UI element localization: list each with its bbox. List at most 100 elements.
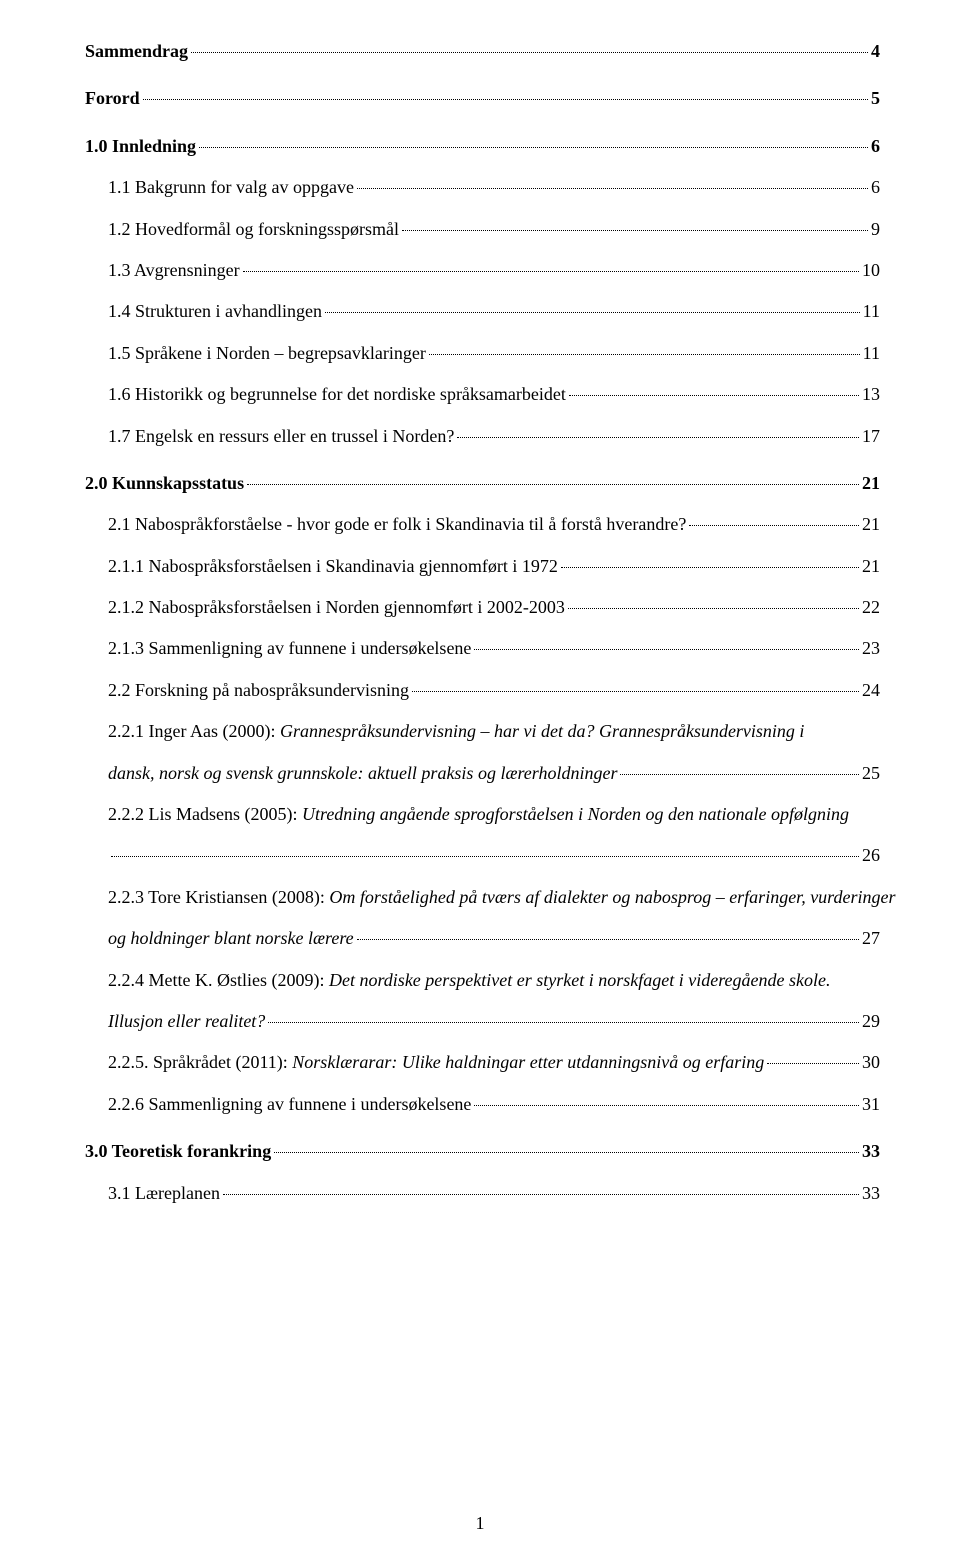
toc-leader bbox=[429, 354, 860, 355]
toc-line: 2.2.3 Tore Kristiansen (2008): Om forstå… bbox=[108, 886, 880, 909]
toc-page-number: 13 bbox=[862, 383, 880, 406]
toc-entry: 2.0 Kunnskapsstatus 21 bbox=[85, 472, 880, 495]
toc-page-number: 31 bbox=[862, 1093, 880, 1116]
toc-page-number: 30 bbox=[862, 1051, 880, 1074]
toc-page-number: 21 bbox=[862, 472, 880, 495]
toc-entry: 1.1 Bakgrunn for valg av oppgave 6 bbox=[85, 176, 880, 199]
toc-label: 2.2.5. Språkrådet (2011): Norsklærarar: … bbox=[108, 1051, 764, 1074]
toc-leader bbox=[143, 99, 868, 100]
toc-line: 2.2.2 Lis Madsens (2005): Utredning angå… bbox=[108, 803, 880, 826]
toc-entry: 2.1.2 Nabospråksforståelsen i Norden gje… bbox=[85, 596, 880, 619]
toc-entry: 3.0 Teoretisk forankring 33 bbox=[85, 1140, 880, 1163]
toc-label: 2.1 Nabospråkforståelse - hvor gode er f… bbox=[108, 513, 686, 536]
toc-label: 1.3 Avgrensninger bbox=[108, 259, 240, 282]
toc-entry: 2.2 Forskning på nabospråksundervisning … bbox=[85, 679, 880, 702]
toc-leader bbox=[357, 188, 868, 189]
toc-leader bbox=[191, 52, 868, 53]
toc-entry: 2.1 Nabospråkforståelse - hvor gode er f… bbox=[85, 513, 880, 536]
toc-page-number: 17 bbox=[862, 425, 880, 448]
toc-label: 1.0 Innledning bbox=[85, 135, 196, 158]
toc-page-number: 25 bbox=[862, 762, 880, 785]
page-number: 1 bbox=[0, 1513, 960, 1534]
toc-page-number: 24 bbox=[862, 679, 880, 702]
toc-page-number: 6 bbox=[871, 176, 880, 199]
toc-entry: 1.5 Språkene i Norden – begrepsavklaring… bbox=[85, 342, 880, 365]
toc-entry-prefix: 2.2.3 Tore Kristiansen (2008): bbox=[108, 887, 329, 907]
toc-entry: 1.6 Historikk og begrunnelse for det nor… bbox=[85, 383, 880, 406]
toc-entry: Forord 5 bbox=[85, 87, 880, 110]
page-container: Sammendrag 4Forord 51.0 Innledning 61.1 … bbox=[0, 0, 960, 1562]
toc-leader bbox=[412, 691, 859, 692]
toc-label: 2.2.6 Sammenligning av funnene i undersø… bbox=[108, 1093, 471, 1116]
toc-page-number: 33 bbox=[862, 1140, 880, 1163]
toc-page-number: 29 bbox=[862, 1010, 880, 1033]
toc-page-number: 11 bbox=[863, 300, 880, 323]
toc-page-number: 10 bbox=[862, 259, 880, 282]
toc-leader bbox=[474, 1105, 859, 1106]
toc-leader bbox=[568, 608, 859, 609]
toc-leader bbox=[243, 271, 859, 272]
toc-label: Sammendrag bbox=[85, 40, 188, 63]
toc-leader bbox=[357, 939, 859, 940]
toc-line: og holdninger blant norske lærere 27 bbox=[108, 927, 880, 950]
toc-leader bbox=[457, 437, 859, 438]
toc-page-number: 6 bbox=[871, 135, 880, 158]
toc-leader bbox=[274, 1152, 859, 1153]
toc-line: dansk, norsk og svensk grunnskole: aktue… bbox=[108, 762, 880, 785]
toc-label: 2.2.1 Inger Aas (2000): Grannespråksunde… bbox=[108, 720, 804, 743]
toc-leader bbox=[111, 856, 859, 857]
toc-label: 2.2 Forskning på nabospråksundervisning bbox=[108, 679, 409, 702]
toc-label: 2.2.3 Tore Kristiansen (2008): Om forstå… bbox=[108, 886, 896, 909]
toc-leader bbox=[474, 649, 859, 650]
toc-line: 2.2.1 Inger Aas (2000): Grannespråksunde… bbox=[108, 720, 880, 743]
toc-entry: 2.2.5. Språkrådet (2011): Norsklærarar: … bbox=[85, 1051, 880, 1074]
toc-page-number: 23 bbox=[862, 637, 880, 660]
toc-label: 2.2.2 Lis Madsens (2005): Utredning angå… bbox=[108, 803, 849, 826]
toc-entry: 2.1.1 Nabospråksforståelsen i Skandinavi… bbox=[85, 555, 880, 578]
toc-label: 1.7 Engelsk en ressurs eller en trussel … bbox=[108, 425, 454, 448]
toc-page-number: 27 bbox=[862, 927, 880, 950]
toc-entry: 1.7 Engelsk en ressurs eller en trussel … bbox=[85, 425, 880, 448]
toc-leader bbox=[325, 312, 860, 313]
toc-label: 2.2.4 Mette K. Østlies (2009): Det nordi… bbox=[108, 969, 831, 992]
toc-line: 2.2.4 Mette K. Østlies (2009): Det nordi… bbox=[108, 969, 880, 992]
toc-entry: 1.2 Hovedformål og forskningsspørsmål 9 bbox=[85, 218, 880, 241]
table-of-contents: Sammendrag 4Forord 51.0 Innledning 61.1 … bbox=[85, 40, 880, 1205]
toc-page-number: 21 bbox=[862, 555, 880, 578]
toc-entry: 1.4 Strukturen i avhandlingen 11 bbox=[85, 300, 880, 323]
toc-leader bbox=[199, 147, 868, 148]
toc-entry: 3.1 Læreplanen 33 bbox=[85, 1182, 880, 1205]
toc-label: 1.4 Strukturen i avhandlingen bbox=[108, 300, 322, 323]
toc-leader bbox=[569, 395, 859, 396]
toc-line: Illusjon eller realitet? 29 bbox=[108, 1010, 880, 1033]
toc-leader bbox=[620, 774, 859, 775]
toc-leader bbox=[223, 1194, 859, 1195]
toc-label: 1.2 Hovedformål og forskningsspørsmål bbox=[108, 218, 399, 241]
toc-entry: 2.1.3 Sammenligning av funnene i undersø… bbox=[85, 637, 880, 660]
toc-leader bbox=[689, 525, 859, 526]
toc-label: 2.1.2 Nabospråksforståelsen i Norden gje… bbox=[108, 596, 565, 619]
toc-entry: 2.2.3 Tore Kristiansen (2008): Om forstå… bbox=[85, 886, 880, 951]
toc-entry: Sammendrag 4 bbox=[85, 40, 880, 63]
toc-entry: 1.3 Avgrensninger 10 bbox=[85, 259, 880, 282]
toc-label: 3.1 Læreplanen bbox=[108, 1182, 220, 1205]
toc-page-number: 9 bbox=[871, 218, 880, 241]
toc-label: 2.0 Kunnskapsstatus bbox=[85, 472, 244, 495]
toc-leader bbox=[402, 230, 868, 231]
toc-page-number: 33 bbox=[862, 1182, 880, 1205]
toc-leader bbox=[247, 484, 859, 485]
toc-leader bbox=[268, 1022, 859, 1023]
toc-label: 2.1.1 Nabospråksforståelsen i Skandinavi… bbox=[108, 555, 558, 578]
toc-page-number: 22 bbox=[862, 596, 880, 619]
toc-entry: 2.2.1 Inger Aas (2000): Grannespråksunde… bbox=[85, 720, 880, 785]
toc-label: 1.5 Språkene i Norden – begrepsavklaring… bbox=[108, 342, 426, 365]
toc-label: Forord bbox=[85, 87, 140, 110]
toc-label: 1.6 Historikk og begrunnelse for det nor… bbox=[108, 383, 566, 406]
toc-label: 2.1.3 Sammenligning av funnene i undersø… bbox=[108, 637, 471, 660]
toc-entry-prefix: 2.2.1 Inger Aas (2000): bbox=[108, 721, 280, 741]
toc-label: 3.0 Teoretisk forankring bbox=[85, 1140, 271, 1163]
toc-label: 1.1 Bakgrunn for valg av oppgave bbox=[108, 176, 354, 199]
toc-line: 26 bbox=[108, 844, 880, 867]
toc-entry: 1.0 Innledning 6 bbox=[85, 135, 880, 158]
toc-label: og holdninger blant norske lærere bbox=[108, 927, 354, 950]
